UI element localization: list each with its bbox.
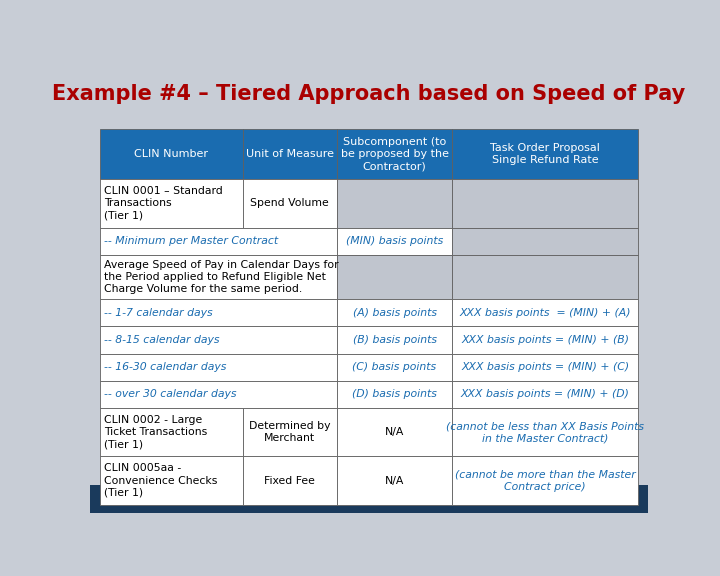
- Bar: [100, 326, 337, 354]
- Text: Unit of Measure: Unit of Measure: [246, 149, 333, 159]
- Bar: [337, 228, 452, 255]
- Bar: [100, 129, 243, 179]
- Text: (cannot be less than XX Basis Points
in the Master Contract): (cannot be less than XX Basis Points in …: [446, 421, 644, 444]
- Bar: [243, 456, 337, 505]
- Text: -- Minimum per Master Contract: -- Minimum per Master Contract: [104, 236, 278, 247]
- Text: CLIN 0001 – Standard
Transactions
(Tier 1): CLIN 0001 – Standard Transactions (Tier …: [104, 186, 222, 221]
- Text: -- 1-7 calendar days: -- 1-7 calendar days: [104, 308, 212, 317]
- Bar: [337, 381, 452, 408]
- Bar: [452, 228, 638, 255]
- Bar: [100, 255, 337, 299]
- Bar: [452, 299, 638, 326]
- Bar: [452, 129, 638, 179]
- Text: XXX basis points = (MIN) + (B): XXX basis points = (MIN) + (B): [462, 335, 629, 345]
- Text: XXX basis points = (MIN) + (C): XXX basis points = (MIN) + (C): [461, 362, 629, 372]
- Text: Determined by
Merchant: Determined by Merchant: [249, 421, 330, 444]
- Text: (A) basis points: (A) basis points: [353, 308, 436, 317]
- Text: (D) basis points: (D) basis points: [352, 389, 437, 400]
- Bar: [452, 179, 638, 228]
- Bar: [337, 129, 452, 179]
- Bar: [452, 255, 638, 299]
- Bar: [337, 299, 452, 326]
- Bar: [452, 408, 638, 456]
- Bar: [337, 326, 452, 354]
- Text: -- over 30 calendar days: -- over 30 calendar days: [104, 389, 236, 400]
- Bar: [337, 255, 452, 299]
- Text: XXX basis points  = (MIN) + (A): XXX basis points = (MIN) + (A): [459, 308, 631, 317]
- Text: CLIN 0002 - Large
Ticket Transactions
(Tier 1): CLIN 0002 - Large Ticket Transactions (T…: [104, 415, 207, 450]
- Bar: [100, 179, 243, 228]
- Text: (cannot be more than the Master
Contract price): (cannot be more than the Master Contract…: [455, 469, 636, 492]
- Text: (MIN) basis points: (MIN) basis points: [346, 236, 444, 247]
- Bar: [100, 299, 337, 326]
- Bar: [100, 228, 337, 255]
- Text: Subcomponent (to
be proposed by the
Contractor): Subcomponent (to be proposed by the Cont…: [341, 137, 449, 172]
- Bar: [452, 326, 638, 354]
- Bar: [337, 408, 452, 456]
- Text: Average Speed of Pay in Calendar Days for
the Period applied to Refund Eligible : Average Speed of Pay in Calendar Days fo…: [104, 260, 338, 294]
- Bar: [243, 179, 337, 228]
- Bar: [452, 354, 638, 381]
- Text: (C) basis points: (C) basis points: [353, 362, 436, 372]
- Text: N/A: N/A: [385, 476, 404, 486]
- Text: Task Order Proposal
Single Refund Rate: Task Order Proposal Single Refund Rate: [490, 143, 600, 165]
- Bar: [100, 408, 243, 456]
- Text: (B) basis points: (B) basis points: [353, 335, 436, 345]
- Bar: [452, 381, 638, 408]
- Text: Spend Volume: Spend Volume: [251, 199, 329, 209]
- Text: -- 8-15 calendar days: -- 8-15 calendar days: [104, 335, 220, 345]
- Bar: [337, 456, 452, 505]
- Text: Example #4 – Tiered Approach based on Speed of Pay: Example #4 – Tiered Approach based on Sp…: [53, 84, 685, 104]
- Bar: [100, 456, 243, 505]
- Text: CLIN Number: CLIN Number: [135, 149, 208, 159]
- Bar: [337, 179, 452, 228]
- Bar: [452, 456, 638, 505]
- Bar: [243, 408, 337, 456]
- Bar: [100, 381, 337, 408]
- Bar: [100, 354, 337, 381]
- Bar: [337, 354, 452, 381]
- Text: -- 16-30 calendar days: -- 16-30 calendar days: [104, 362, 226, 372]
- Text: CLIN 0005aa -
Convenience Checks
(Tier 1): CLIN 0005aa - Convenience Checks (Tier 1…: [104, 463, 217, 498]
- Bar: [90, 485, 648, 513]
- Text: Fixed Fee: Fixed Fee: [264, 476, 315, 486]
- Bar: [243, 129, 337, 179]
- Text: XXX basis points = (MIN) + (D): XXX basis points = (MIN) + (D): [461, 389, 629, 400]
- Text: N/A: N/A: [385, 427, 404, 437]
